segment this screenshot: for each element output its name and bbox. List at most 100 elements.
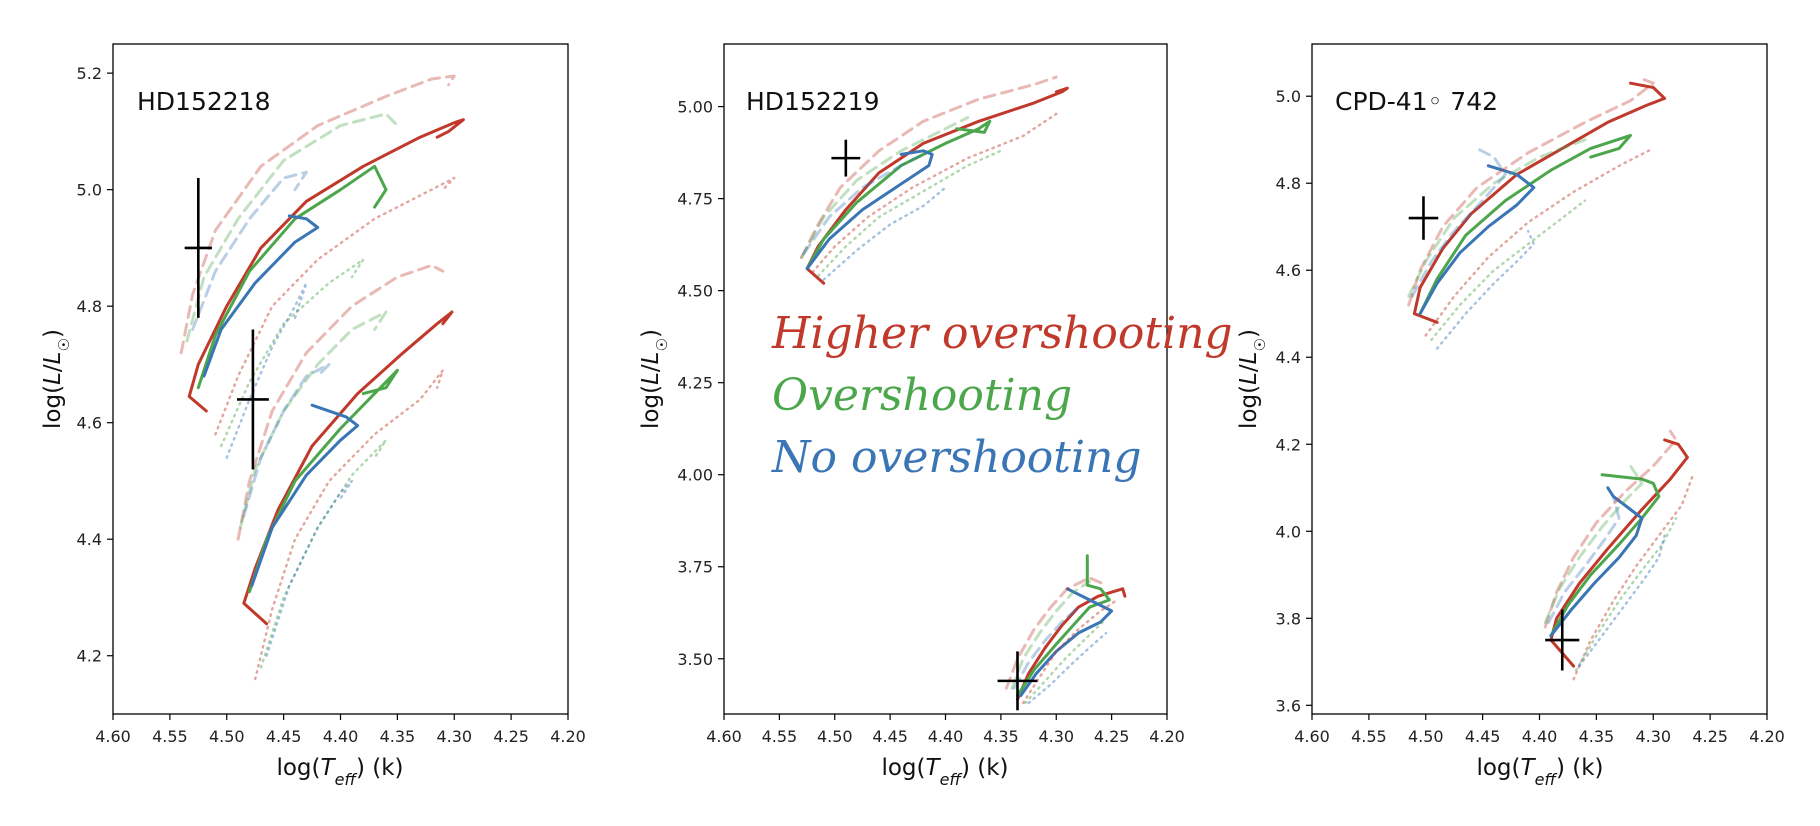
track-higher-solid-9	[242, 310, 454, 626]
track-higher-dashed-3	[800, 75, 1058, 259]
track-overshoot-dashed-4	[800, 116, 970, 259]
track-none-solid-11	[1549, 486, 1644, 638]
observations-cpd-41-742	[1408, 196, 1580, 671]
track-overshoot-dotted-16	[1574, 517, 1678, 672]
y-tick-label: 3.50	[677, 650, 713, 669]
track-none-dotted-8	[1435, 229, 1535, 350]
y-axis-label-hd152218: log(L/L☉)	[40, 329, 73, 429]
track-overshoot-dotted-7	[219, 258, 365, 448]
x-tick-label: 4.55	[1351, 727, 1387, 746]
track-none-dashed-5	[1410, 146, 1507, 298]
track-none-dashed-14	[242, 362, 331, 518]
y-tick-label: 4.6	[1276, 261, 1301, 280]
track-overshoot-solid-10	[248, 368, 399, 594]
x-tick-label: 4.55	[152, 727, 188, 746]
star-label-cpd-41-742: CPD-41◦ 742	[1335, 87, 1498, 116]
observations-hd152218	[184, 178, 269, 470]
track-overshoot-solid-10	[1549, 473, 1661, 638]
y-tick-label: 4.25	[677, 374, 713, 393]
x-tick-label: 4.60	[706, 727, 742, 746]
track-none-dotted-8	[822, 186, 947, 281]
track-higher-dotted-6	[214, 176, 456, 436]
x-tick-label: 4.50	[1408, 727, 1444, 746]
y-tick-label: 5.2	[77, 64, 102, 83]
y-tick-label: 3.6	[1276, 696, 1301, 715]
y-tick-label: 4.2	[1276, 435, 1301, 454]
track-higher-dashed-12	[236, 263, 445, 541]
y-tick-label: 5.00	[677, 98, 713, 117]
y-tick-label: 3.75	[677, 558, 713, 577]
track-none-solid-11	[250, 403, 360, 588]
observation-errorbar-0	[1408, 196, 1439, 240]
x-ticks-hd152218: 4.60 4.55 4.50 4.45 4.40 4.35 4.30 4.25 4.20	[95, 714, 586, 746]
panel-hd152218: 4.60 4.55 4.50 4.45 4.40 4.35 4.30 4.25 4.20 4.2…	[40, 43, 586, 789]
x-tick-label: 4.30	[1038, 727, 1074, 746]
x-tick-label: 4.35	[1579, 727, 1615, 746]
x-tick-label: 4.50	[209, 727, 245, 746]
y-tick-label: 4.4	[77, 530, 102, 549]
observation-errorbar-0	[831, 139, 861, 177]
track-none-solid-11	[1019, 587, 1114, 698]
track-overshoot-solid-1	[805, 119, 992, 271]
track-higher-solid-0	[805, 86, 1069, 285]
track-higher-solid-0	[1412, 81, 1667, 324]
x-tick-label: 4.20	[1749, 727, 1785, 746]
track-none-dashed-5	[191, 170, 308, 331]
y-tick-label: 4.8	[77, 297, 102, 316]
y-tick-label: 5.0	[1276, 87, 1301, 106]
y-tick-label: 4.0	[1276, 522, 1301, 541]
x-tick-label: 4.25	[1094, 727, 1130, 746]
x-tick-label: 4.60	[95, 727, 131, 746]
track-none-solid-2	[202, 214, 320, 378]
track-none-solid-2	[805, 149, 934, 271]
y-tick-label: 4.2	[77, 647, 102, 666]
y-ticks-hd152218: 4.2 4.4 4.6 4.8 5.0 5.2	[77, 64, 113, 666]
x-tick-label: 4.45	[1465, 727, 1501, 746]
observation-errorbar-1	[997, 651, 1038, 711]
x-tick-label: 4.25	[1692, 727, 1728, 746]
track-none-dotted-8	[225, 281, 308, 459]
track-overshoot-solid-10	[1016, 554, 1111, 698]
x-tick-label: 4.40	[1522, 727, 1558, 746]
track-higher-solid-9	[1549, 438, 1689, 668]
plot-frame-hd152218	[112, 43, 569, 715]
plot-frame-cpd-41-742	[1311, 43, 1768, 715]
y-tick-label: 4.00	[677, 466, 713, 485]
y-tick-label: 4.6	[77, 414, 102, 433]
track-higher-dotted-6	[811, 112, 1058, 274]
track-higher-dotted-15	[1572, 473, 1695, 681]
track-higher-solid-0	[187, 118, 465, 413]
track-overshoot-dashed-13	[1543, 464, 1644, 625]
x-ticks-cpd-41-742: 4.60 4.55 4.50 4.45 4.40 4.35 4.30 4.25 4.20	[1294, 714, 1785, 746]
x-tick-label: 4.30	[1635, 727, 1671, 746]
x-tick-label: 4.45	[266, 727, 302, 746]
track-overshoot-dotted-16	[1024, 620, 1104, 705]
y-axis-label-cpd-41-742: log(L/L☉)	[1236, 329, 1269, 429]
x-tick-label: 4.20	[1149, 727, 1185, 746]
tracks-hd152218	[179, 74, 465, 681]
y-ticks-cpd-41-742: 3.6 3.8 4.0 4.2 4.4 4.6 4.8 5.0	[1276, 87, 1312, 715]
track-higher-dashed-12	[1543, 429, 1678, 629]
x-tick-label: 4.50	[817, 727, 853, 746]
y-tick-label: 3.8	[1276, 609, 1301, 628]
track-overshoot-solid-1	[1418, 133, 1632, 316]
y-axis-label-hd152219: log(L/L☉)	[638, 329, 671, 429]
track-higher-dashed-3	[179, 74, 456, 355]
track-higher-dashed-3	[1407, 77, 1655, 307]
track-higher-dotted-15	[254, 369, 445, 681]
track-none-dashed-5	[802, 152, 925, 256]
track-overshoot-dotted-7	[1430, 199, 1587, 341]
y-tick-label: 4.50	[677, 282, 713, 301]
x-axis-label-hd152218: log(Teff) (k)	[276, 755, 403, 789]
observation-errorbar-1	[236, 329, 269, 470]
legend-entry-higher-overshooting: Higher overshooting	[771, 308, 1233, 359]
track-overshoot-dotted-16	[259, 439, 388, 669]
x-tick-label: 4.30	[436, 727, 472, 746]
track-none-solid-2	[1418, 164, 1536, 316]
track-none-dashed-14	[1547, 495, 1621, 625]
track-overshoot-dashed-13	[1010, 580, 1091, 690]
y-tick-label: 5.0	[77, 181, 102, 200]
x-tick-label: 4.60	[1294, 727, 1330, 746]
x-tick-label: 4.35	[380, 727, 416, 746]
